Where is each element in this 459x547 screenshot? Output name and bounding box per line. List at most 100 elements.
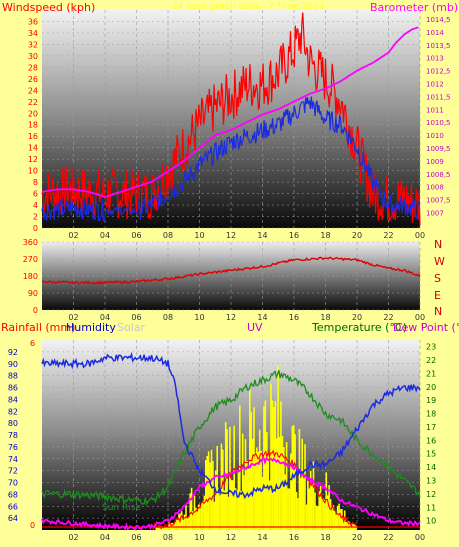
temperature-tick-label: 11: [426, 503, 436, 512]
graph-title: 24 hour graph data - 7 Time 2024: [172, 2, 325, 12]
solar-bar: [263, 406, 265, 530]
solar-bar: [317, 506, 319, 530]
humidity-tick-label: 64: [8, 514, 18, 523]
barometer-tick-label: 1008,5: [426, 171, 451, 179]
solar-bar: [182, 519, 184, 530]
solar-label: Solar: [117, 321, 146, 334]
humidity-tick-label: 68: [8, 490, 18, 499]
windspeed-tick-label: 6: [33, 190, 38, 199]
solar-bar: [301, 438, 303, 530]
x-tick-label: 02: [68, 231, 78, 240]
sunrise-annotation: Sun Rise: [102, 503, 141, 513]
solar-bar: [321, 498, 323, 530]
solar-bar: [231, 480, 234, 530]
windspeed-tick-label: 34: [28, 29, 38, 38]
humidity-tick-label: 78: [8, 431, 18, 440]
windspeed-tick-label: 0: [33, 224, 38, 233]
solar-bar: [280, 401, 282, 530]
solar-bar: [284, 474, 286, 530]
solar-bar: [209, 462, 211, 530]
barometer-tick-label: 1014,5: [426, 16, 451, 24]
solar-bar: [162, 527, 165, 530]
x-tick-label: 14: [257, 231, 267, 240]
solar-bar: [226, 429, 228, 530]
direction-tick-label: 270: [23, 255, 38, 264]
solar-bar: [246, 460, 248, 530]
x-tick-label: 20: [352, 313, 362, 322]
windspeed-tick-label: 26: [28, 75, 38, 84]
solar-bar: [274, 400, 277, 530]
temperature-tick-label: 20: [426, 383, 436, 392]
x-tick-label: 02: [68, 313, 78, 322]
humidity-tick-label: 84: [8, 395, 18, 404]
windspeed-tick-label: 18: [28, 121, 38, 130]
x-tick-label: 04: [100, 533, 110, 542]
solar-bar: [251, 438, 254, 530]
dir-label-n-top: N: [434, 238, 442, 251]
temperature-tick-label: 21: [426, 369, 436, 378]
solar-bar: [338, 503, 340, 530]
humidity-tick-label: 66: [8, 502, 18, 511]
x-tick-label: 06: [131, 231, 141, 240]
solar-bar: [307, 480, 309, 530]
solar-bar: [155, 527, 157, 530]
humidity-tick-label: 70: [8, 479, 18, 488]
temperature-tick-label: 16: [426, 436, 436, 445]
solar-bar: [236, 490, 238, 530]
windspeed-tick-label: 16: [28, 132, 38, 141]
solar-bar: [285, 442, 288, 530]
solar-bar: [176, 519, 179, 530]
barometer-tick-label: 1012: [426, 81, 444, 89]
humidity-tick-label: 82: [8, 407, 18, 416]
uv-line: [151, 449, 357, 531]
x-tick-label: 18: [320, 231, 330, 240]
solar-bar: [309, 470, 312, 530]
solar-bar: [192, 511, 194, 530]
barometer-tick-label: 1013,5: [426, 42, 451, 50]
x-tick-label: 00: [415, 231, 425, 240]
solar-bar: [270, 383, 272, 530]
solar-bar: [315, 505, 318, 530]
solar-bar: [241, 433, 244, 530]
x-tick-label: 02: [68, 533, 78, 542]
solar-bar: [175, 519, 177, 530]
solar-bar: [348, 521, 350, 530]
x-tick-label: 08: [163, 231, 173, 240]
solar-bar: [249, 389, 251, 530]
solar-bar: [200, 503, 203, 530]
solar-bar: [223, 490, 225, 530]
solar-bar: [326, 495, 329, 530]
solar-bar: [258, 429, 261, 530]
x-tick-label: 00: [415, 313, 425, 322]
solar-bar: [346, 520, 349, 530]
solar-bar: [273, 407, 275, 530]
solar-bar: [178, 514, 180, 530]
temperature-tick-label: 22: [426, 356, 436, 365]
solar-bar: [294, 434, 296, 530]
solar-bar: [266, 432, 268, 530]
solar-bar: [173, 522, 176, 530]
x-tick-label: 12: [226, 313, 236, 322]
barometer-tick-label: 1011: [426, 106, 444, 114]
solar-bar: [188, 517, 190, 530]
solar-bar: [180, 511, 183, 530]
humidity-tick-label: 90: [8, 360, 18, 369]
solar-bar: [165, 526, 167, 530]
solar-bar: [278, 436, 281, 530]
uv-label: UV: [247, 321, 263, 334]
solar-bar: [158, 525, 160, 530]
barometer-tick-label: 1013: [426, 55, 444, 63]
solar-bar: [297, 498, 299, 530]
solar-bar: [329, 499, 332, 530]
temperature-tick-label: 19: [426, 396, 436, 405]
temperature-tick-label: 17: [426, 423, 436, 432]
solar-bar: [304, 444, 306, 530]
barometer-tick-label: 1012,5: [426, 68, 451, 76]
x-tick-label: 08: [163, 533, 173, 542]
solar-bar: [324, 499, 326, 530]
solar-bar: [319, 485, 322, 530]
solar-bar: [234, 488, 237, 530]
x-tick-label: 16: [289, 231, 299, 240]
humidity-tick-label: 74: [8, 455, 18, 464]
